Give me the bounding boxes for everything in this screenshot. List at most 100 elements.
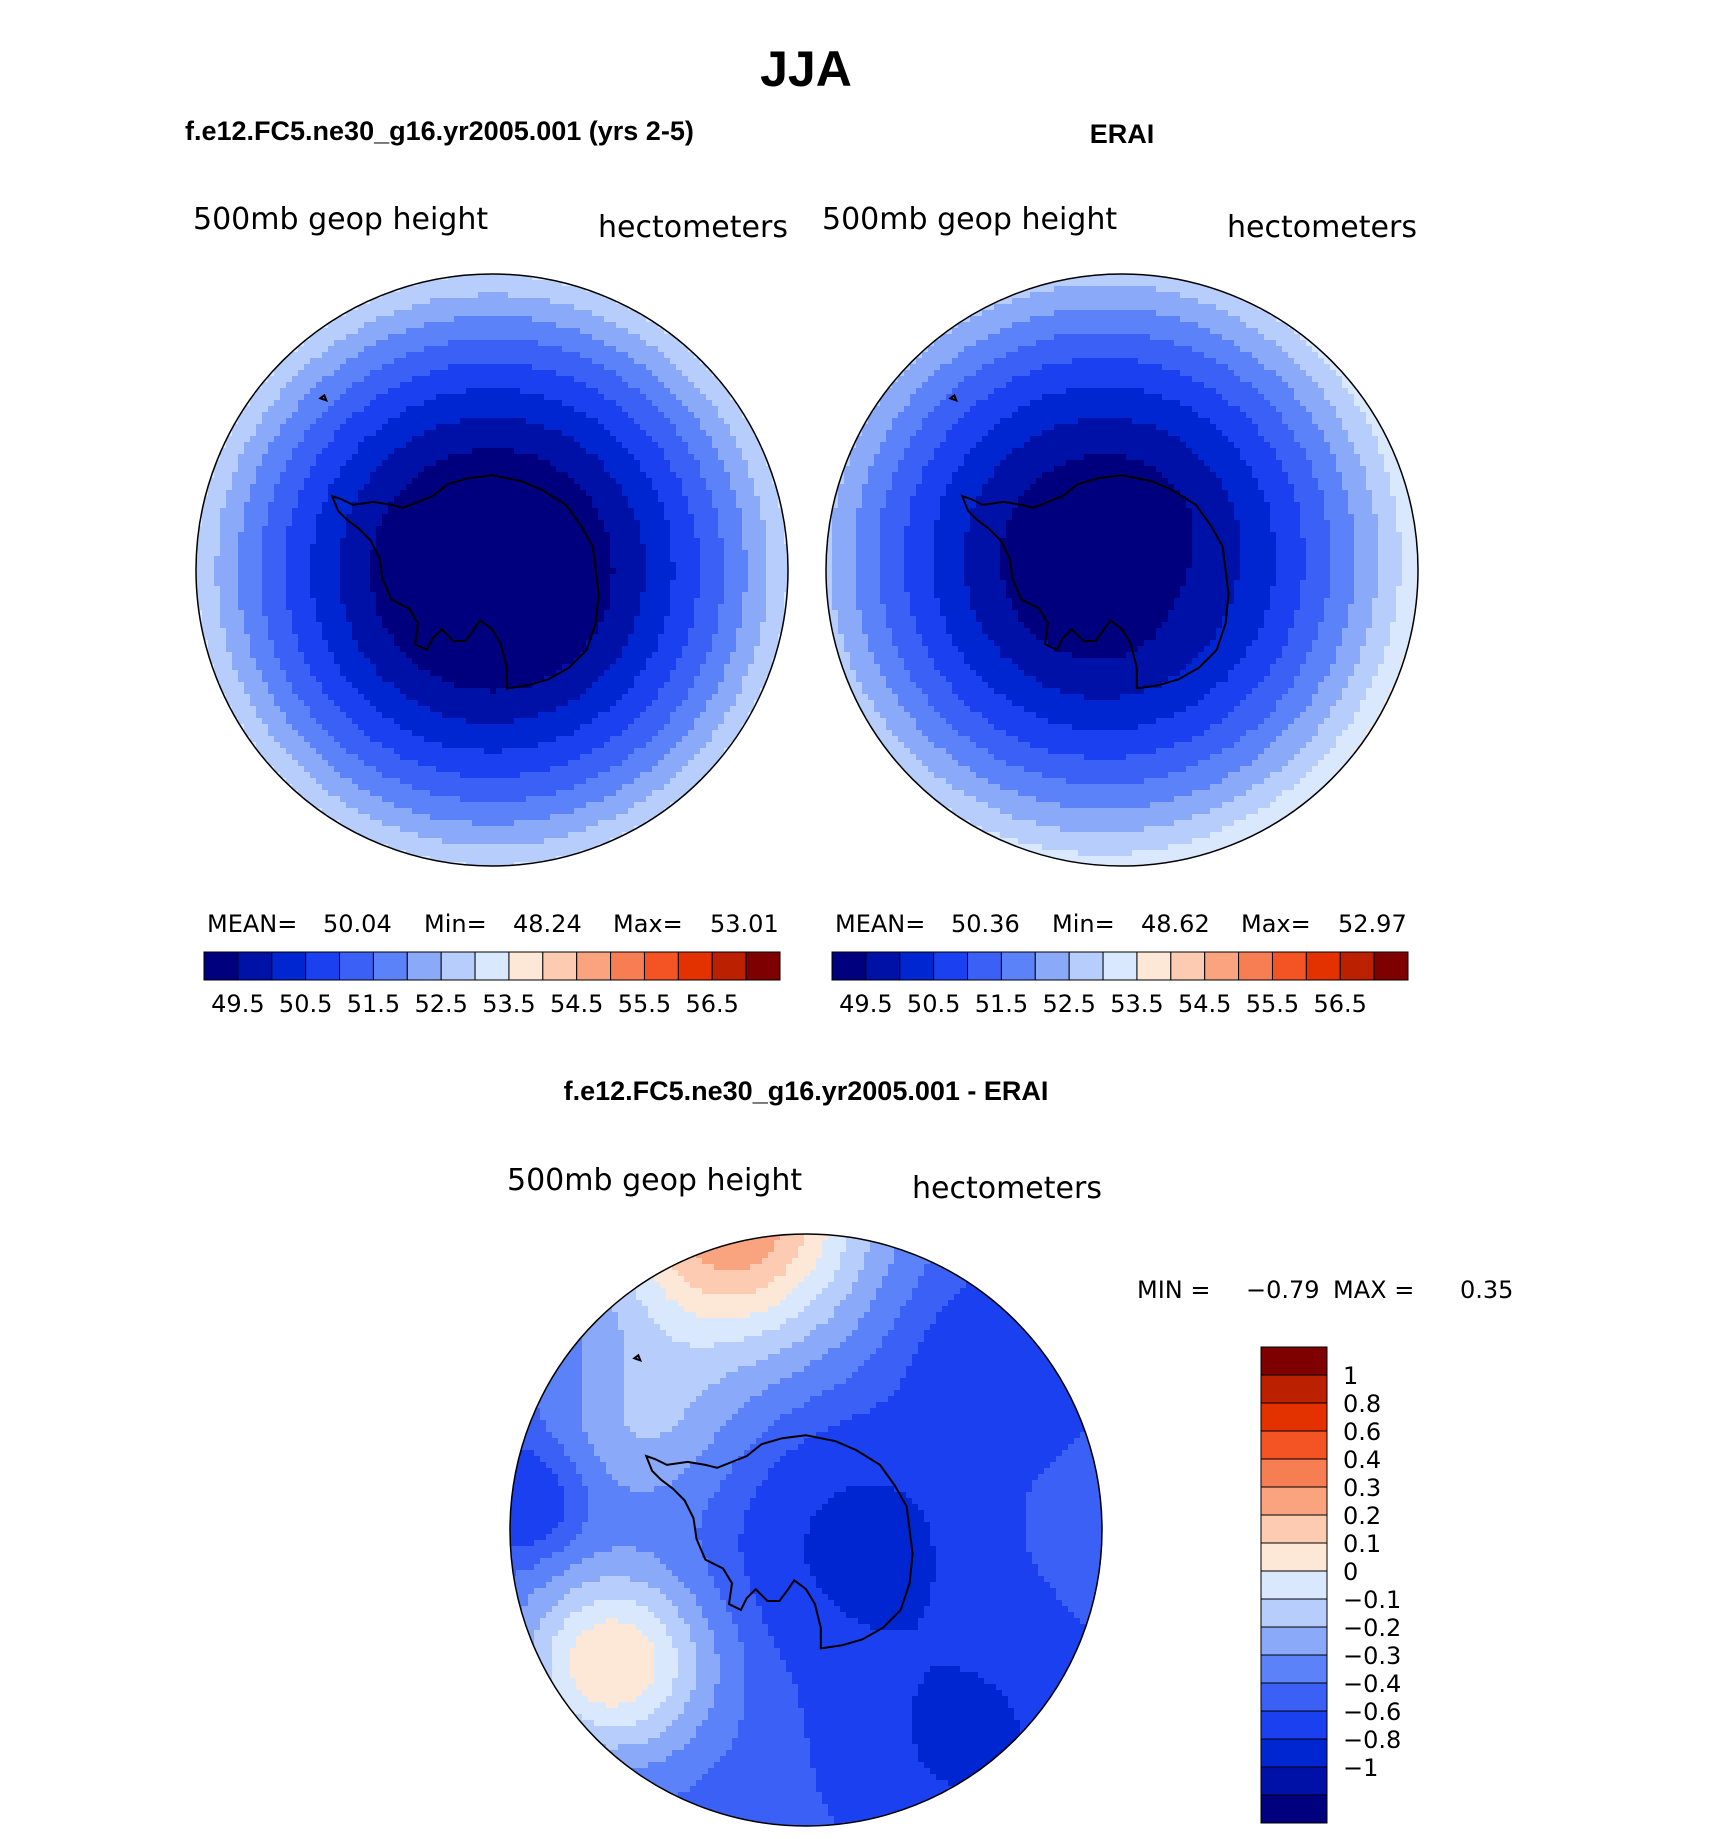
field-cell <box>724 376 731 383</box>
field-cell <box>394 610 401 617</box>
field-cell <box>382 472 389 479</box>
field-cell <box>550 520 557 527</box>
field-cell <box>532 550 539 557</box>
field-cell <box>586 394 593 401</box>
field-cell <box>268 478 275 485</box>
field-cell <box>556 556 563 563</box>
field-cell <box>286 400 293 407</box>
field-cell <box>538 364 545 371</box>
field-cell <box>526 346 533 353</box>
field-cell <box>250 610 257 617</box>
field-cell <box>286 604 293 611</box>
field-cell <box>586 544 593 551</box>
field-cell <box>496 346 503 353</box>
field-cell <box>502 520 509 527</box>
field-cell <box>718 538 725 545</box>
field-cell <box>556 574 563 581</box>
field-cell <box>490 490 497 497</box>
field-cell <box>574 544 581 551</box>
field-cell <box>412 466 419 473</box>
field-cell <box>262 394 269 401</box>
field-cell <box>670 610 677 617</box>
field-cell <box>778 592 785 599</box>
field-cell <box>760 580 767 587</box>
field-cell <box>562 574 569 581</box>
field-cell <box>766 526 773 533</box>
field-cell <box>610 304 617 311</box>
field-cell <box>376 550 383 557</box>
field-cell <box>532 370 539 377</box>
field-cell <box>676 556 683 563</box>
field-cell <box>250 526 257 533</box>
field-cell <box>484 352 491 359</box>
field-cell <box>424 376 431 383</box>
field-cell <box>562 508 569 515</box>
field-cell <box>568 484 575 491</box>
field-cell <box>388 436 395 443</box>
field-cell <box>376 340 383 347</box>
field-cell <box>586 562 593 569</box>
field-cell <box>232 538 239 545</box>
field-cell <box>658 346 665 353</box>
field-cell <box>748 580 755 587</box>
field-cell <box>430 286 437 293</box>
field-cell <box>304 544 311 551</box>
field-cell <box>394 562 401 569</box>
field-cell <box>268 484 275 491</box>
field-cell <box>250 550 257 557</box>
field-cell <box>244 586 251 593</box>
field-cell <box>532 298 539 305</box>
field-cell <box>760 538 767 545</box>
field-cell <box>352 316 359 323</box>
field-cell <box>688 586 695 593</box>
field-cell <box>400 610 407 617</box>
field-cell <box>454 298 461 305</box>
field-cell <box>532 322 539 329</box>
field-cell <box>574 418 581 425</box>
field-cell <box>286 388 293 395</box>
field-cell <box>406 352 413 359</box>
field-cell <box>214 442 221 449</box>
field-cell <box>262 472 269 479</box>
field-cell <box>310 370 317 377</box>
field-cell <box>274 388 281 395</box>
field-cell <box>388 562 395 569</box>
field-cell <box>322 598 329 605</box>
field-cell <box>220 550 227 557</box>
field-cell <box>742 424 749 431</box>
field-cell <box>382 286 389 293</box>
field-cell <box>382 496 389 503</box>
field-cell <box>436 490 443 497</box>
field-cell <box>520 334 527 341</box>
field-cell <box>316 478 323 485</box>
field-cell <box>430 556 437 563</box>
field-cell <box>646 526 653 533</box>
field-cell <box>274 610 281 617</box>
field-cell <box>538 502 545 509</box>
field-cell <box>706 430 713 437</box>
field-cell <box>724 610 731 617</box>
field-cell <box>208 520 215 527</box>
field-cell <box>322 508 329 515</box>
field-cell <box>748 430 755 437</box>
field-cell <box>622 496 629 503</box>
field-cell <box>628 514 635 521</box>
field-cell <box>706 586 713 593</box>
field-cell <box>616 472 623 479</box>
field-cell <box>718 526 725 533</box>
field-cell <box>406 538 413 545</box>
field-cell <box>634 394 641 401</box>
field-cell <box>598 424 605 431</box>
field-cell <box>514 430 521 437</box>
field-cell <box>466 526 473 533</box>
field-cell <box>664 556 671 563</box>
field-cell <box>502 442 509 449</box>
field-cell <box>244 418 251 425</box>
field-cell <box>556 322 563 329</box>
field-cell <box>268 400 275 407</box>
field-cell <box>196 538 203 545</box>
field-cell <box>328 430 335 437</box>
field-cell <box>388 328 395 335</box>
field-cell <box>346 508 353 515</box>
field-cell <box>748 550 755 557</box>
